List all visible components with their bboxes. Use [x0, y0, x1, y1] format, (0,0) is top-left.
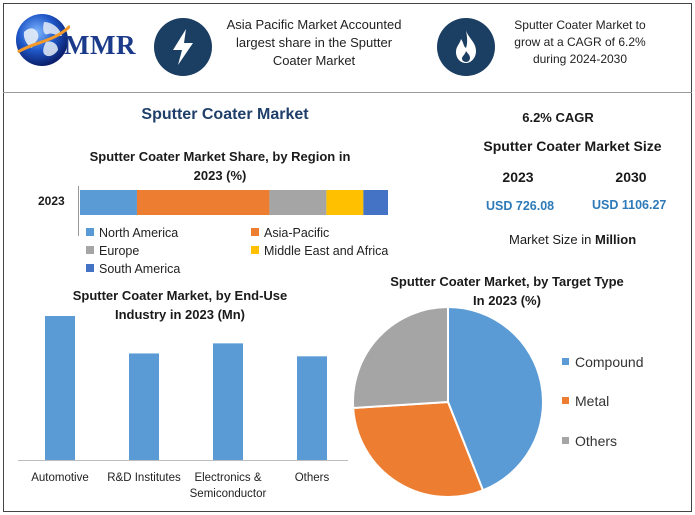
legend-swatch	[562, 397, 569, 404]
end-use-bar-2	[213, 343, 243, 460]
region-chart-title: Sputter Coater Market Share, by Region i…	[89, 149, 351, 183]
year-2030-label: 2030	[615, 169, 647, 185]
end-use-chart-title: Sputter Coater Market, by End-Use Indust…	[72, 288, 288, 322]
pie-slice-others	[352, 305, 449, 410]
market-size-unit-note: Market Size in Million	[509, 232, 637, 247]
header-box-2-text: Sputter Coater Market to grow at a CAGR …	[514, 18, 646, 66]
main-title: Sputter Coater Market	[141, 106, 309, 123]
legend-item-asia-pacific: Asia-Pacific	[251, 226, 329, 240]
legend-swatch	[251, 228, 259, 236]
region-bar-segment-4	[363, 190, 388, 215]
region-bar-segment-2	[269, 190, 327, 215]
bar-category-label: Others	[294, 472, 330, 484]
legend-swatch	[251, 246, 259, 254]
logo-text: MMR	[64, 30, 136, 60]
pie-slice-metal	[352, 400, 485, 498]
end-use-bar-3	[297, 356, 327, 460]
flame-icon	[437, 18, 495, 76]
market-size-2030-value: USD 1106.27	[592, 198, 667, 212]
bar-category-label: Automotive	[31, 472, 89, 484]
infographic-frame	[3, 3, 692, 512]
cagr-label: 6.2% CAGR	[522, 110, 594, 125]
legend-item-europe: Europe	[86, 244, 139, 258]
globe-logo-icon	[16, 14, 70, 66]
legend-item-north-america: North America	[86, 226, 178, 240]
header-box-1-text: Asia Pacific Market Accounted largest sh…	[226, 17, 402, 68]
pie-legend-compound: Compound	[562, 354, 644, 370]
legend-swatch	[562, 437, 569, 444]
legend-swatch	[86, 228, 94, 236]
pie-legend-metal: Metal	[562, 393, 609, 409]
region-bar-year-label: 2023	[38, 194, 65, 208]
bar-category-label: R&D Institutes	[107, 472, 181, 484]
region-bar-segment-0	[80, 190, 137, 215]
region-bar-segment-1	[136, 190, 270, 215]
market-size-title: Sputter Coater Market Size	[483, 138, 662, 154]
bar-category-label: Electronics & Semiconductor	[189, 472, 267, 500]
pie-slice-compound	[447, 305, 544, 492]
end-use-bar-0	[45, 316, 75, 460]
lightning-icon	[154, 18, 212, 76]
market-size-2023-value: USD 726.08	[486, 199, 555, 213]
target-type-chart-title: Sputter Coater Market, by Target Type In…	[390, 274, 624, 308]
legend-swatch	[86, 264, 94, 272]
pie-legend-others: Others	[562, 433, 617, 449]
legend-swatch	[562, 358, 569, 365]
end-use-bar-1	[129, 353, 159, 460]
year-2023-label: 2023	[502, 169, 534, 185]
target-type-pie-chart	[352, 305, 544, 498]
region-bar-segment-3	[326, 190, 364, 215]
legend-item-south-america: South America	[86, 262, 180, 276]
header-divider	[3, 92, 692, 93]
end-use-bar-chart	[18, 316, 348, 461]
region-stacked-bar-chart	[78, 186, 388, 236]
legend-item-middle-east-africa: Middle East and Africa	[251, 244, 388, 258]
legend-swatch	[86, 246, 94, 254]
